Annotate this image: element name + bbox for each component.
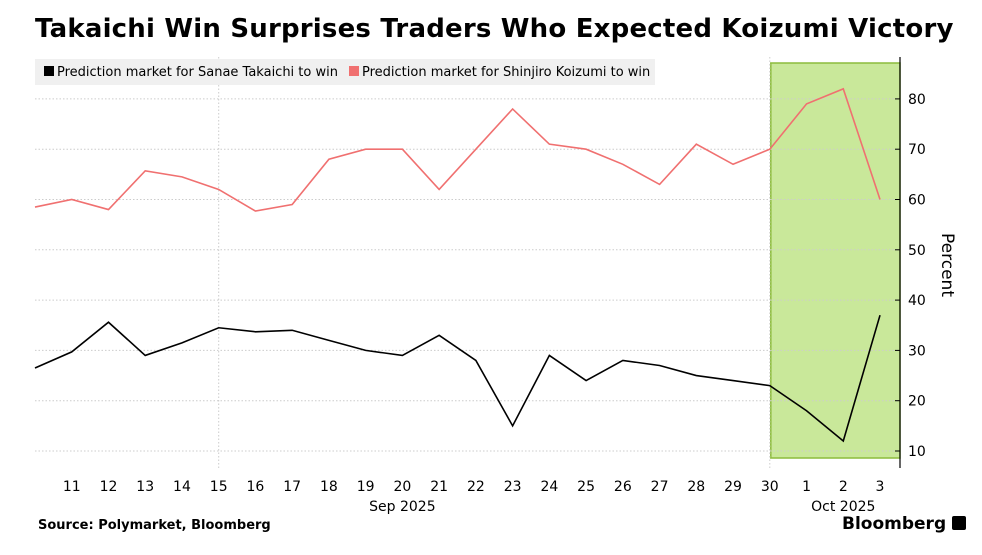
x-tick-label: 16 bbox=[247, 479, 265, 495]
y-tick-label: 60 bbox=[908, 193, 926, 209]
legend-label: Prediction market for Sanae Takaichi to … bbox=[57, 65, 338, 80]
x-tick-label: 30 bbox=[761, 479, 779, 495]
x-tick-label: 13 bbox=[136, 479, 154, 495]
x-group-label: Sep 2025 bbox=[369, 499, 435, 515]
x-tick-label: 14 bbox=[173, 479, 191, 495]
x-tick-label: 24 bbox=[540, 479, 558, 495]
legend-swatch bbox=[349, 66, 359, 76]
x-tick-label: 2 bbox=[839, 479, 848, 495]
x-tick-label: 28 bbox=[687, 479, 705, 495]
x-tick-label: 12 bbox=[100, 479, 118, 495]
bloomberg-logo: Bloomberg bbox=[842, 514, 967, 534]
x-tick-label: 27 bbox=[651, 479, 669, 495]
series-line-koizumi bbox=[34, 87, 881, 212]
legend-background bbox=[35, 59, 655, 85]
x-tick-label: 29 bbox=[724, 479, 742, 495]
legend-label: Prediction market for Shinjiro Koizumi t… bbox=[362, 65, 650, 80]
x-tick-label: 22 bbox=[467, 479, 485, 495]
x-tick-label: 15 bbox=[210, 479, 228, 495]
y-tick-label: 40 bbox=[908, 293, 926, 309]
y-tick-label: 30 bbox=[908, 343, 926, 359]
y-tick-label: 50 bbox=[908, 243, 926, 259]
x-tick-label: 23 bbox=[504, 479, 522, 495]
x-tick-label: 25 bbox=[577, 479, 595, 495]
brand-text: Bloomberg bbox=[842, 514, 947, 534]
x-tick-label: 21 bbox=[430, 479, 448, 495]
x-tick-label: 1 bbox=[802, 479, 811, 495]
x-tick-label: 18 bbox=[320, 479, 338, 495]
x-tick-label: 17 bbox=[283, 479, 301, 495]
x-tick-label: 20 bbox=[393, 479, 411, 495]
y-axis-label: Percent bbox=[937, 233, 957, 297]
bloomberg-icon bbox=[952, 516, 967, 530]
x-tick-label: 3 bbox=[876, 479, 885, 495]
x-tick-label: 26 bbox=[614, 479, 632, 495]
y-tick-label: 20 bbox=[908, 394, 926, 410]
series-line-takaichi bbox=[34, 314, 881, 443]
legend-swatch bbox=[44, 66, 54, 76]
y-tick-label: 10 bbox=[908, 444, 926, 460]
x-tick-label: 19 bbox=[357, 479, 375, 495]
highlight-region bbox=[770, 62, 901, 459]
chart-title: Takaichi Win Surprises Traders Who Expec… bbox=[35, 14, 954, 44]
x-group-label: Oct 2025 bbox=[811, 499, 875, 515]
x-tick-label: 11 bbox=[63, 479, 81, 495]
y-tick-label: 70 bbox=[908, 142, 926, 158]
y-tick-label: 80 bbox=[908, 92, 926, 108]
source-note: Source: Polymarket, Bloomberg bbox=[38, 518, 271, 533]
